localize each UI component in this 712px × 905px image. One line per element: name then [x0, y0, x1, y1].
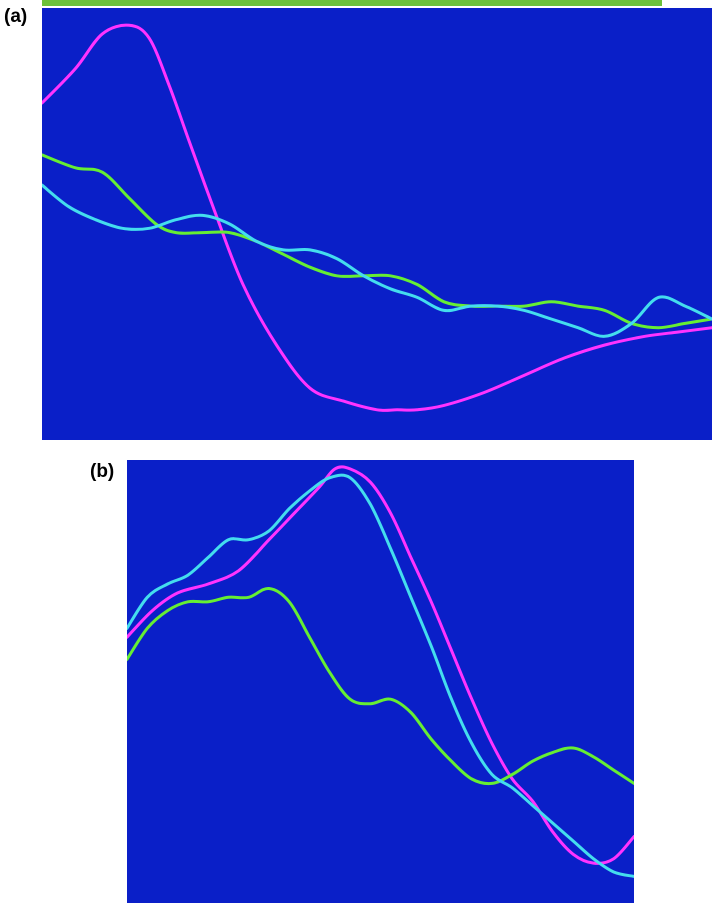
- top-green-rule: [42, 0, 662, 6]
- plot-area: [42, 8, 712, 440]
- series-line-3: [127, 473, 634, 878]
- series-line-2: [127, 586, 634, 786]
- chart-panel-a: [42, 8, 712, 440]
- panel-label-b: (b): [90, 461, 115, 482]
- series-line-1: [127, 465, 634, 865]
- series-line-3: [42, 183, 712, 338]
- panel-label-a: (a): [4, 6, 28, 27]
- series-line-1: [42, 23, 712, 412]
- chart-panel-b: [127, 460, 634, 903]
